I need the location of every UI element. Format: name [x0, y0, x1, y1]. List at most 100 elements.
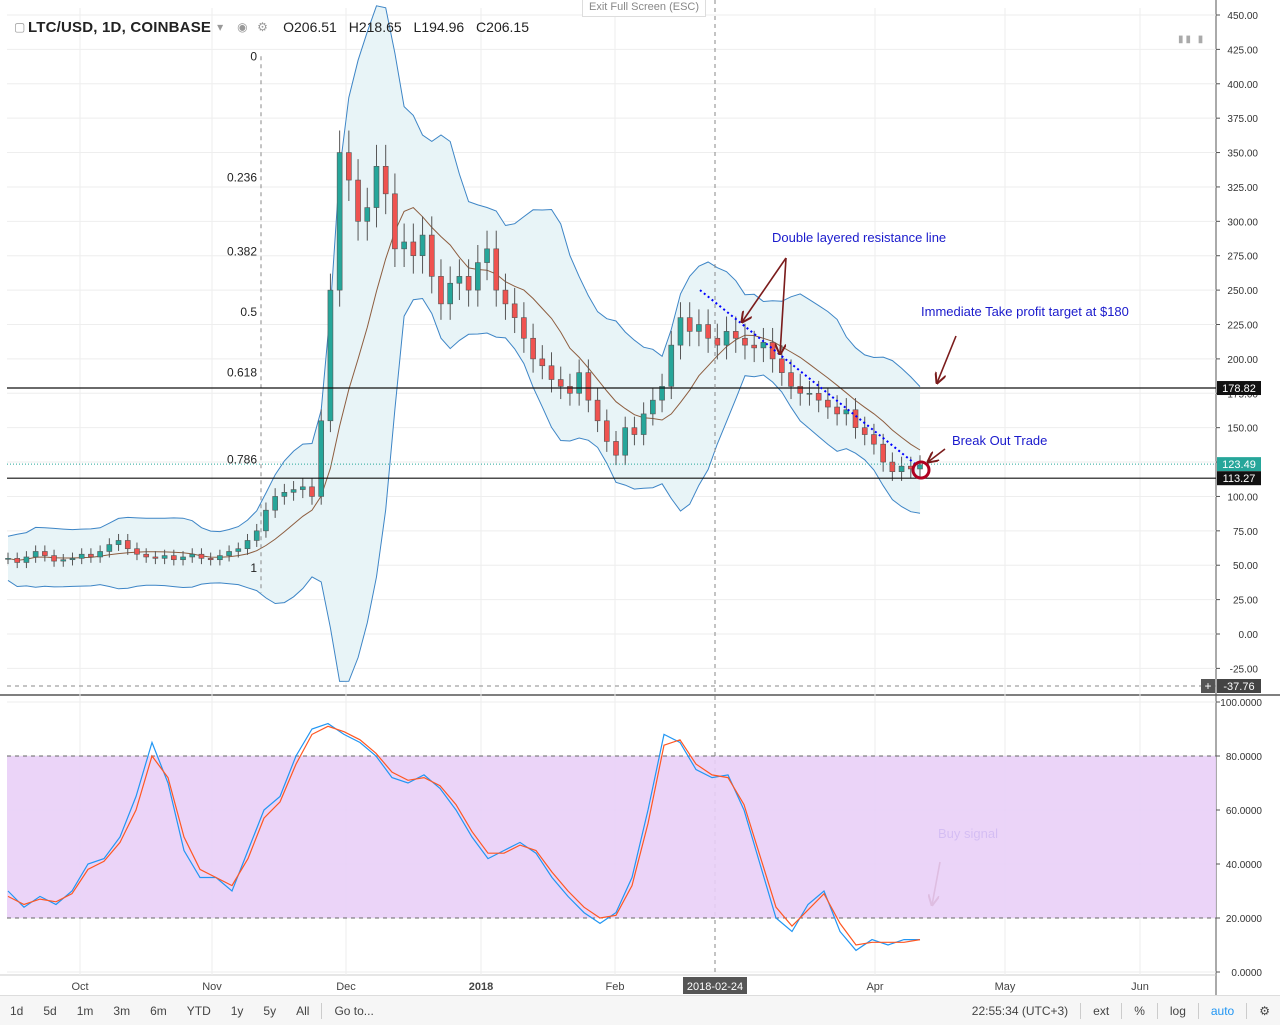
horizontal-lines	[7, 0, 1216, 975]
arrow-take-profit	[937, 335, 957, 383]
fib-level-label: 0	[250, 49, 257, 63]
bollinger-upper	[7, 5, 921, 537]
candle-bull	[5, 558, 11, 560]
range-6m[interactable]: 6m	[150, 1003, 167, 1018]
fib-level-label: 0.786	[227, 452, 257, 466]
y-tick-label: 100.00	[1227, 492, 1258, 503]
settings-gear-icon[interactable]: ⚙	[1259, 1003, 1270, 1018]
candle-bull	[106, 544, 113, 552]
candle-bull	[622, 427, 629, 456]
candle-bull	[281, 492, 288, 497]
candle-bear	[714, 337, 721, 346]
range-5d[interactable]: 5d	[43, 1003, 57, 1018]
candles	[5, 130, 923, 569]
candle-bull	[244, 540, 251, 550]
stochastic-pane	[7, 722, 1216, 952]
candle-bull	[364, 207, 371, 222]
candle-bull	[668, 344, 675, 387]
goto-button[interactable]: Go to...	[334, 1003, 374, 1018]
candle-bear	[705, 324, 711, 339]
bollinger-bands	[7, 5, 921, 682]
exit-fullscreen-button[interactable]: Exit Full Screen (ESC)	[582, 0, 706, 17]
bottom-right-controls: 22:55:34 (UTC+3) ext % log auto ⚙	[962, 996, 1280, 1025]
arrow-resistance-2	[780, 257, 787, 354]
candle-bear	[825, 399, 831, 408]
candle-bear	[852, 409, 859, 428]
symbol-marker-icon: ▢	[14, 20, 26, 34]
candle-bull	[843, 409, 850, 415]
add-alert-icon: +	[1204, 679, 1211, 693]
log-toggle[interactable]: log	[1169, 1003, 1186, 1018]
candle-bear	[861, 427, 868, 435]
breakout-circle	[911, 460, 931, 480]
candle-bear	[631, 427, 638, 435]
candle-bear	[124, 540, 131, 550]
auto-toggle[interactable]: auto	[1210, 1003, 1235, 1018]
y-tick-label: 25.00	[1233, 596, 1258, 607]
candle-bull	[69, 558, 76, 561]
stoch-tick-label: 60.0000	[1226, 806, 1263, 817]
candle-bear	[613, 441, 619, 456]
candle-bull	[696, 324, 702, 332]
candle-bear	[530, 337, 536, 360]
candle-bear	[880, 443, 886, 463]
candle-bear	[797, 386, 804, 394]
candle-bear	[871, 434, 877, 445]
eye-icon[interactable]: ◉	[237, 20, 248, 34]
dropdown-icon[interactable]: ▾	[217, 20, 224, 34]
range-1y[interactable]: 1y	[230, 1003, 244, 1018]
x-tick-label: Apr	[866, 981, 883, 993]
candle-bear	[410, 241, 417, 257]
range-all[interactable]: All	[296, 1003, 310, 1018]
divider	[1197, 1002, 1199, 1019]
ohlc-values: O206.51 H218.65 L194.96 C206.15	[275, 19, 529, 35]
candle-bull	[97, 551, 103, 558]
range-5y[interactable]: 5y	[263, 1003, 277, 1018]
fib-level-label: 0.236	[227, 170, 257, 184]
arrow-resistance-1	[742, 257, 787, 322]
candle-bull	[327, 289, 334, 422]
candle-bear	[539, 358, 546, 367]
candle-bear	[428, 234, 435, 277]
bollinger-fill	[8, 5, 920, 682]
stoch-tick-label: 20.0000	[1226, 914, 1263, 925]
chart-header: ▢ LTC/USD, 1D, COINBASE ▾ ◉ ⚙ O206.51 H2…	[8, 14, 529, 40]
candle-bear	[493, 248, 500, 291]
candle-bull	[576, 372, 582, 394]
x-tick-label: May	[995, 981, 1016, 993]
divider	[1156, 1002, 1158, 1019]
candle-bear	[521, 317, 527, 339]
symbol-title[interactable]: LTC/USD, 1D, COINBASE	[28, 18, 212, 36]
candle-bull	[456, 276, 463, 284]
y-tick-label: 400.00	[1227, 80, 1258, 91]
candle-bull	[253, 530, 260, 541]
candle-bear	[134, 548, 140, 555]
range-1m[interactable]: 1m	[76, 1003, 94, 1018]
y-tick-label: 0.00	[1239, 630, 1259, 641]
candle-bear	[557, 379, 564, 387]
range-1d[interactable]: 1d	[10, 1003, 24, 1018]
candle-bear	[502, 289, 509, 305]
resistance-price-label: 178.82	[1222, 383, 1256, 395]
percent-toggle[interactable]: %	[1134, 1003, 1145, 1018]
bottom-toolbar: 1d 5d 1m 3m 6m YTD 1y 5y All Go to... 22…	[0, 995, 1280, 1025]
candle-bear	[438, 276, 444, 305]
candle-bull	[723, 331, 730, 346]
pane-controls[interactable]: ▮▮ ▮	[1178, 34, 1206, 45]
y-tick-label: 300.00	[1227, 217, 1258, 228]
ext-toggle[interactable]: ext	[1093, 1003, 1110, 1018]
candle-bull	[447, 282, 453, 305]
range-ytd[interactable]: YTD	[186, 1003, 211, 1018]
chart-canvas[interactable]: 450.00 425.00 400.00 375.00 350.00 325.00 300.…	[0, 0, 1280, 995]
y-tick-label: 225.00	[1227, 321, 1258, 332]
candle-bull	[806, 392, 813, 395]
candle-bull	[23, 556, 30, 563]
y-tick-label: 275.00	[1227, 252, 1258, 263]
candle-bull	[336, 152, 343, 291]
stoch-band	[7, 756, 1216, 918]
range-3m[interactable]: 3m	[113, 1003, 131, 1018]
candle-bear	[585, 372, 592, 401]
y-tick-label: 250.00	[1227, 286, 1258, 297]
arrow-breakout	[928, 448, 946, 462]
settings-icon[interactable]: ⚙	[257, 20, 268, 34]
